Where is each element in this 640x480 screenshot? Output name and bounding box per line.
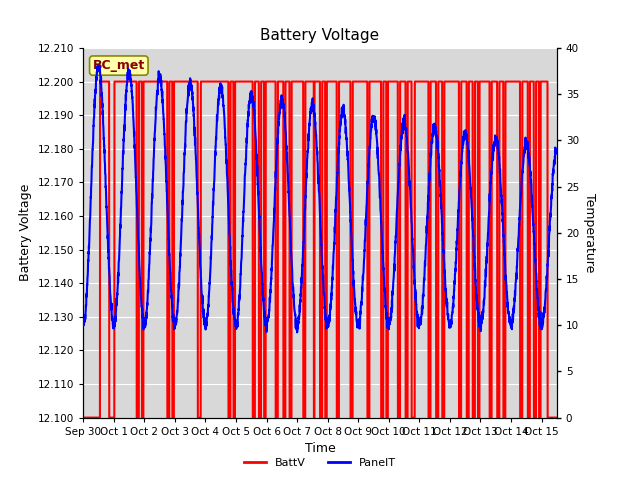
Legend: BattV, PanelT: BattV, PanelT [239, 453, 401, 472]
X-axis label: Time: Time [305, 442, 335, 455]
Y-axis label: Temperature: Temperature [583, 193, 596, 273]
Y-axis label: Battery Voltage: Battery Voltage [19, 184, 32, 281]
Title: Battery Voltage: Battery Voltage [260, 28, 380, 43]
Text: BC_met: BC_met [93, 59, 145, 72]
